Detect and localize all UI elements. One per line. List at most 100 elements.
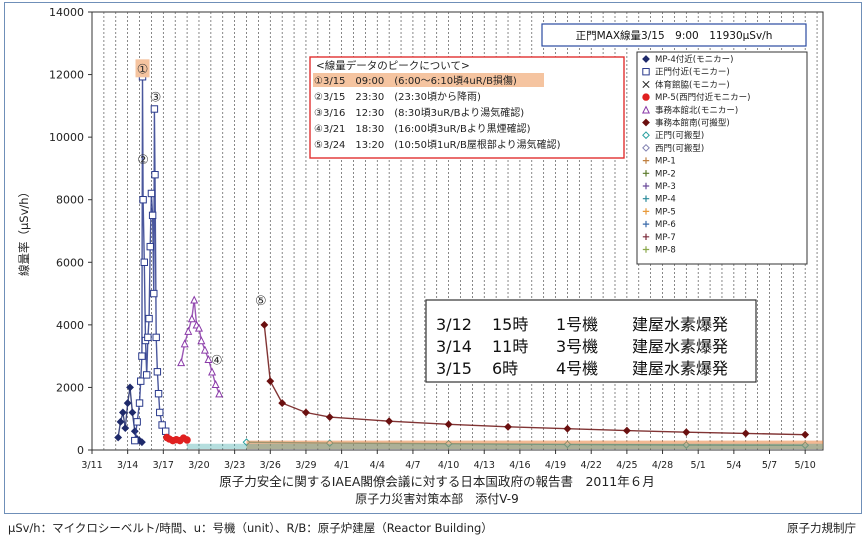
event-label: 建屋水素爆発 — [632, 337, 728, 356]
event-date: 3/12 — [436, 315, 472, 334]
legend-label: MP-5(西門付近モニカー) — [655, 92, 750, 103]
event-unit: 4号機 — [556, 359, 598, 378]
x-tick-label: 4/10 — [438, 460, 459, 471]
legend-label: MP-1 — [655, 157, 676, 167]
x-tick-label: 3/20 — [188, 460, 209, 471]
event-unit: 1号機 — [556, 315, 598, 334]
peak-row: ④3/21 18:30 (16:00頃3uR/Bより黒煙確認) — [314, 122, 531, 135]
peak-marker: ⑤ — [255, 294, 267, 309]
x-tick-label: 4/4 — [370, 460, 385, 471]
y-tick-label: 8000 — [56, 194, 84, 207]
peak-marker: ④ — [211, 353, 223, 368]
x-tick-label: 4/1 — [334, 460, 349, 471]
data-point — [152, 171, 158, 177]
legend-label: 体育館脇(モニカー) — [655, 79, 730, 90]
x-tick-label: 3/17 — [153, 460, 174, 471]
x-tick-label: 5/4 — [726, 460, 741, 471]
legend-label: MP-2 — [655, 169, 676, 179]
data-point — [151, 290, 157, 296]
data-point — [140, 197, 146, 203]
x-tick-label: 4/7 — [405, 460, 420, 471]
x-tick-label: 4/22 — [581, 460, 602, 471]
y-tick-label: 12000 — [49, 69, 84, 82]
data-point — [143, 372, 149, 378]
data-point — [148, 190, 154, 196]
peak-row: ①3/15 09:00 (6:00～6:10頃4uR/B損傷) — [314, 74, 517, 87]
data-point — [132, 437, 138, 443]
data-point — [145, 334, 151, 340]
event-date: 3/14 — [436, 337, 472, 356]
legend-label: MP-5 — [655, 207, 676, 217]
x-tick-label: 4/19 — [545, 460, 566, 471]
legend-label: MP-8 — [655, 246, 676, 256]
data-point — [162, 428, 168, 434]
x-tick-label: 5/7 — [762, 460, 777, 471]
event-unit: 3号機 — [556, 337, 598, 356]
y-tick-label: 4000 — [56, 319, 84, 332]
event-label: 建屋水素爆発 — [632, 359, 728, 378]
legend-label: 西門(可搬型) — [655, 143, 704, 154]
peak-row: ⑤3/24 13:20 (10:50頃1uR/B屋根部より湯気確認) — [314, 138, 561, 151]
legend-label: MP-4 — [655, 195, 676, 205]
data-point — [184, 437, 190, 443]
legend-label: MP-6 — [655, 220, 676, 230]
x-tick-label: 3/29 — [295, 460, 316, 471]
data-point — [157, 409, 163, 415]
legend-marker — [643, 69, 649, 75]
y-tick-label: 2000 — [56, 381, 84, 394]
event-date: 3/15 — [436, 359, 472, 378]
y-tick-label: 0 — [77, 444, 84, 457]
peak-row: ③3/16 12:30 (8:30頃3uR/Bより湯気確認) — [314, 106, 524, 119]
organization: 原子力規制庁 — [787, 520, 856, 536]
legend-label: 事務本館南(可搬型) — [655, 118, 730, 129]
legend-label: MP-4付近(モニカー) — [655, 54, 733, 65]
data-point — [154, 369, 160, 375]
x-tick-label: 4/25 — [616, 460, 637, 471]
y-axis-label: 線量率（μSv/h） — [17, 186, 31, 276]
y-tick-label: 10000 — [49, 131, 84, 144]
data-point — [146, 315, 152, 321]
report-subtitle: 原子力災害対策本部 添付V-9 — [355, 491, 518, 506]
peaks-title: <線量データのピークについて> — [316, 59, 470, 72]
data-point — [153, 334, 159, 340]
event-time: 6時 — [492, 359, 518, 378]
data-point — [136, 400, 142, 406]
y-tick-label: 6000 — [56, 256, 84, 269]
legend-label: MP-3 — [655, 182, 676, 192]
data-point — [151, 106, 157, 112]
x-tick-label: 5/10 — [794, 460, 815, 471]
peak-marker: ③ — [150, 90, 162, 105]
max-dose-text: 正門MAX線量3/15 9:00 11930μSv/h — [576, 29, 773, 42]
data-point — [139, 353, 145, 359]
y-tick-label: 14000 — [49, 6, 84, 19]
x-tick-label: 3/23 — [224, 460, 245, 471]
dose-rate-chart: 0 2000 4000 6000 8000 10000 12000 14000 3/11 3/14… — [0, 0, 866, 515]
footnote: μSv/h：マイクロシーベルト/時間、u：号機（unit）、R/B：原子炉建屋（… — [8, 520, 493, 536]
data-point — [155, 390, 161, 396]
data-point — [138, 378, 144, 384]
x-tick-label: 3/26 — [260, 460, 281, 471]
peak-marker: ① — [137, 62, 149, 77]
data-point — [149, 212, 155, 218]
event-time: 11時 — [492, 337, 528, 356]
legend-label: 事務本館北(モニカー) — [655, 105, 738, 116]
peak-row: ②3/15 23:30 (23:30頃から降雨) — [314, 90, 481, 103]
x-tick-label: 3/14 — [117, 460, 138, 471]
x-tick-label: 3/11 — [81, 460, 102, 471]
event-label: 建屋水素爆発 — [632, 315, 728, 334]
legend-label: 正門付近(モニカー) — [655, 67, 730, 78]
data-point — [141, 259, 147, 265]
peak-marker: ② — [137, 153, 149, 168]
x-tick-label: 5/1 — [691, 460, 706, 471]
x-tick-label: 4/16 — [509, 460, 530, 471]
legend-label: 正門(可搬型) — [655, 130, 704, 141]
legend-marker — [643, 94, 649, 100]
report-title: 原子力安全に関するIAEA閣僚会議に対する日本国政府の報告書 2011年６月 — [219, 474, 655, 489]
x-tick-label: 4/28 — [652, 460, 673, 471]
data-point — [159, 422, 165, 428]
data-point — [134, 419, 140, 425]
low-dose-band-2 — [187, 444, 823, 449]
event-time: 15時 — [492, 315, 528, 334]
data-point — [147, 243, 153, 249]
